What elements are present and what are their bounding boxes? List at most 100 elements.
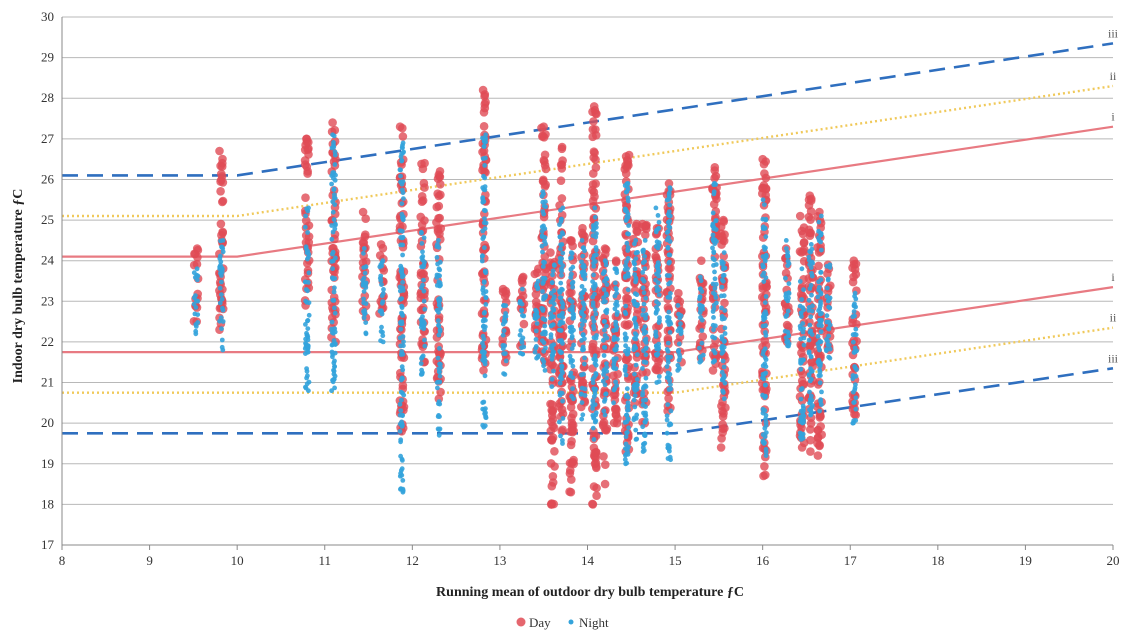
night-point (786, 281, 792, 286)
day-point (804, 225, 814, 235)
night-point (593, 311, 599, 317)
night-point (217, 300, 223, 306)
night-point (719, 377, 725, 383)
y-tick-label: 20 (41, 415, 54, 430)
night-point (808, 354, 814, 360)
night-point (601, 270, 607, 275)
night-point (611, 359, 617, 364)
night-point (481, 144, 487, 149)
night-point (378, 329, 384, 334)
day-point (433, 189, 443, 198)
night-point (361, 246, 367, 251)
night-point (219, 296, 225, 302)
night-point (503, 351, 508, 356)
day-point (479, 108, 489, 117)
night-point (761, 311, 767, 317)
band-label: i (1111, 110, 1115, 124)
night-point (806, 337, 812, 343)
day-point (698, 332, 708, 341)
day-point (566, 440, 576, 450)
night-point (713, 262, 719, 267)
night-point (668, 354, 674, 360)
day-point (301, 193, 310, 202)
night-point (798, 387, 804, 392)
night-point (801, 413, 807, 419)
day-point (550, 447, 559, 456)
night-point (437, 373, 443, 379)
night-point (710, 309, 716, 314)
night-point (332, 152, 338, 158)
night-point (500, 332, 506, 338)
night-point (436, 322, 441, 328)
night-point (602, 412, 608, 418)
night-point (786, 333, 792, 339)
night-point (380, 299, 386, 304)
night-point (400, 252, 405, 258)
night-point (436, 302, 442, 308)
night-point (399, 397, 404, 403)
day-point (417, 220, 427, 229)
night-point (400, 217, 406, 223)
night-point (818, 399, 823, 404)
y-tick-label: 27 (41, 131, 55, 146)
night-point (557, 255, 563, 261)
night-point (633, 427, 639, 433)
night-point (332, 310, 338, 316)
night-point (851, 350, 857, 355)
night-point (398, 173, 403, 179)
night-point (306, 205, 311, 211)
night-point (710, 236, 716, 242)
night-point (481, 207, 487, 213)
night-point (800, 431, 806, 437)
night-point (613, 280, 618, 286)
night-point (480, 333, 486, 339)
night-point (785, 329, 791, 335)
night-point (632, 336, 637, 341)
band-label: i (1111, 270, 1115, 284)
night-point (304, 366, 309, 371)
night-point (784, 312, 790, 318)
night-point (194, 277, 200, 283)
night-point (677, 355, 683, 360)
night-point (437, 346, 442, 351)
night-point (853, 373, 859, 379)
night-point (582, 264, 587, 270)
night-point (436, 399, 442, 404)
night-point (378, 338, 383, 344)
legend-night-label: Night (579, 615, 609, 630)
night-point (785, 249, 790, 255)
night-point (634, 352, 640, 357)
night-point (483, 410, 488, 416)
night-point (602, 327, 607, 333)
night-point (479, 258, 485, 264)
day-point (303, 259, 312, 268)
night-point (559, 358, 564, 364)
night-point (501, 303, 507, 308)
night-point (332, 329, 338, 335)
night-point (817, 408, 822, 414)
night-point (422, 259, 427, 265)
night-point (643, 340, 649, 345)
night-point (399, 349, 405, 354)
night-point (786, 291, 792, 296)
night-point (540, 249, 545, 255)
day-point (666, 263, 675, 273)
night-point (632, 393, 638, 399)
day-point (609, 418, 619, 428)
night-point (305, 248, 311, 254)
y-tick-label: 18 (41, 496, 54, 511)
night-point (361, 315, 367, 321)
night-point (668, 382, 673, 387)
night-point (541, 363, 546, 369)
night-point (631, 317, 637, 322)
night-point (603, 262, 609, 268)
day-point (716, 443, 726, 452)
day-point (556, 176, 566, 185)
night-point (541, 294, 547, 300)
day-point (611, 404, 621, 413)
night-point (542, 323, 548, 329)
night-point (543, 199, 548, 205)
night-point (480, 287, 486, 293)
night-series (191, 132, 859, 495)
night-point (824, 313, 830, 319)
